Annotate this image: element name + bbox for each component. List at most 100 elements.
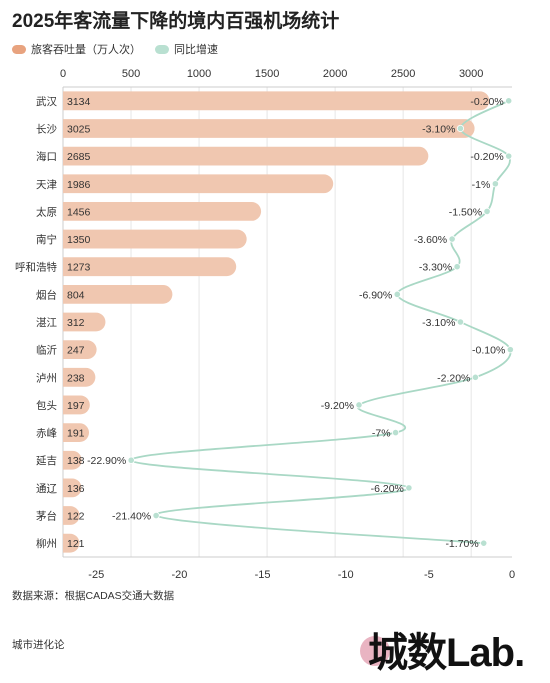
bar-2 [63, 146, 429, 166]
combo-chart: 0 500 1000 1500 2000 2500 3000 -25 -20 -15 -10 -5 0 武… [15, 68, 515, 581]
growth-point-4 [483, 207, 491, 216]
top-tick-label-3: 1500 [255, 68, 279, 80]
growth-label-1: -3.10% [422, 123, 455, 135]
growth-point-9 [506, 346, 514, 354]
growth-label-9: -0.10% [472, 345, 505, 357]
growth-point-10 [471, 373, 480, 381]
growth-label-15: -21.40% [112, 511, 151, 523]
bar-value-label-8: 312 [67, 317, 85, 329]
bar-14 [63, 478, 82, 498]
category-label-7: 烟台 [36, 288, 57, 301]
growth-point-11 [355, 401, 363, 409]
growth-point-6 [453, 263, 461, 271]
logo-circle-icon [360, 636, 390, 666]
growth-label-10: -2.20% [437, 372, 470, 384]
bar-7 [63, 284, 173, 304]
brand-name: 城市进化论 [12, 639, 65, 651]
growth-point-0 [505, 97, 513, 105]
bottom-tick-label-5: 0 [509, 569, 515, 581]
growth-label-2: -0.20% [470, 151, 503, 163]
category-label-1: 长沙 [36, 123, 57, 135]
growth-label-0: -0.20% [470, 96, 503, 108]
bar-value-label-1: 3025 [67, 123, 91, 135]
bar-8 [63, 312, 106, 332]
bar-13 [63, 450, 82, 470]
category-label-11: 包头 [36, 399, 57, 412]
bar-value-label-14: 136 [67, 483, 85, 495]
legend-item-line[interactable]: 同比增速 [155, 41, 218, 57]
top-tick-label-6: 3000 [459, 68, 483, 80]
growth-point-2 [505, 152, 513, 160]
top-tick-label-2: 1000 [187, 68, 211, 80]
growth-point-14 [405, 484, 413, 492]
growth-line [130, 100, 512, 545]
line-legend-label: 同比增速 [174, 44, 218, 56]
growth-label-11: -9.20% [321, 400, 354, 412]
bar-value-label-9: 247 [67, 345, 85, 357]
growth-point-5 [448, 235, 456, 243]
bar-15 [63, 506, 80, 525]
bar-0 [63, 91, 490, 111]
category-label-0: 武汉 [36, 95, 57, 108]
top-tick-label-4: 2000 [323, 68, 347, 80]
data-source-note: 数据来源：根据CADAS交通大数据 [12, 590, 175, 602]
bar-9 [63, 340, 97, 360]
bar-12 [63, 423, 89, 442]
chart-title: 2025年客流量下降的境内百强机场统计 [12, 11, 340, 32]
growth-point-15 [152, 511, 160, 520]
category-label-2: 海口 [36, 150, 57, 163]
category-label-15: 茅台 [36, 510, 57, 523]
growth-point-1 [456, 124, 465, 133]
bar-value-label-10: 238 [67, 372, 85, 384]
growth-label-5: -3.60% [414, 234, 447, 246]
bottom-tick-label-4: -5 [424, 569, 434, 581]
bar-value-label-4: 1456 [67, 206, 91, 218]
legend-item-bar[interactable]: 旅客吞吐量（万人次） [12, 41, 141, 57]
bar-legend-label: 旅客吞吐量（万人次） [31, 44, 141, 56]
top-tick-label-5: 2500 [391, 68, 415, 80]
growth-label-16: -1.70% [445, 538, 478, 550]
bar-11 [63, 395, 90, 415]
bottom-tick-label-2: -15 [255, 569, 271, 581]
growth-label-12: -7% [372, 428, 391, 440]
bar-value-label-11: 197 [67, 400, 85, 412]
category-label-8: 湛江 [36, 317, 57, 329]
bar-10 [63, 367, 96, 387]
category-label-14: 通辽 [36, 483, 57, 495]
bottom-tick-label-1: -20 [171, 569, 187, 581]
bar-4 [63, 202, 262, 221]
bottom-tick-label-0: -25 [88, 569, 104, 581]
growth-point-13 [127, 456, 135, 464]
bar-value-label-0: 3134 [67, 96, 91, 108]
brand-logo: 城数Lab. [360, 612, 540, 675]
bar-value-label-5: 1350 [67, 234, 91, 246]
bar-value-label-16: 121 [67, 538, 85, 550]
growth-label-4: -1.50% [449, 206, 482, 218]
bar-legend-swatch [12, 44, 26, 54]
top-tick-label-1: 500 [122, 68, 140, 80]
bar-16 [63, 533, 80, 553]
growth-label-13: -22.90% [87, 455, 126, 467]
growth-label-8: -3.10% [422, 317, 455, 329]
growth-label-3: -1% [472, 179, 491, 191]
bar-value-label-15: 122 [67, 511, 85, 523]
bar-value-label-12: 191 [67, 428, 85, 440]
growth-point-3 [491, 180, 499, 188]
category-label-13: 延吉 [36, 455, 57, 467]
growth-point-7 [393, 290, 401, 298]
bar-value-label-7: 804 [67, 289, 85, 301]
bar-5 [63, 229, 247, 249]
category-label-3: 天津 [36, 179, 57, 191]
growth-point-8 [456, 318, 465, 326]
bar-value-label-3: 1986 [67, 179, 91, 191]
category-label-9: 临沂 [36, 344, 57, 357]
bar-value-label-2: 2685 [67, 151, 91, 163]
line-legend-swatch [155, 44, 169, 54]
logo-text: 城数Lab. [368, 631, 525, 675]
bar-value-label-6: 1273 [67, 262, 91, 274]
top-tick-label-0: 0 [60, 68, 66, 80]
bar-3 [63, 174, 334, 194]
category-label-6: 呼和浩特 [15, 262, 57, 274]
category-label-12: 赤峰 [36, 428, 57, 440]
category-label-16: 柳州 [36, 537, 57, 550]
